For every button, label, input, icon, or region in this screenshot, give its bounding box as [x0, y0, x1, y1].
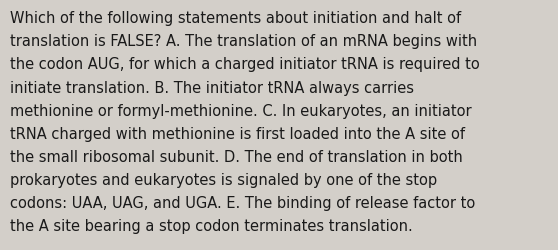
Text: the codon AUG, for which a charged initiator tRNA is required to: the codon AUG, for which a charged initi… [10, 57, 480, 72]
Text: prokaryotes and eukaryotes is signaled by one of the stop: prokaryotes and eukaryotes is signaled b… [10, 172, 437, 187]
Text: Which of the following statements about initiation and halt of: Which of the following statements about … [10, 11, 461, 26]
Text: initiate translation. B. The initiator tRNA always carries: initiate translation. B. The initiator t… [10, 80, 414, 95]
Text: codons: UAA, UAG, and UGA. E. The binding of release factor to: codons: UAA, UAG, and UGA. E. The bindin… [10, 195, 475, 210]
Text: methionine or formyl-methionine. C. In eukaryotes, an initiator: methionine or formyl-methionine. C. In e… [10, 103, 472, 118]
Text: the small ribosomal subunit. D. The end of translation in both: the small ribosomal subunit. D. The end … [10, 149, 463, 164]
Text: translation is FALSE? A. The translation of an mRNA begins with: translation is FALSE? A. The translation… [10, 34, 477, 49]
Text: tRNA charged with methionine is first loaded into the A site of: tRNA charged with methionine is first lo… [10, 126, 465, 141]
Text: the A site bearing a stop codon terminates translation.: the A site bearing a stop codon terminat… [10, 218, 413, 233]
